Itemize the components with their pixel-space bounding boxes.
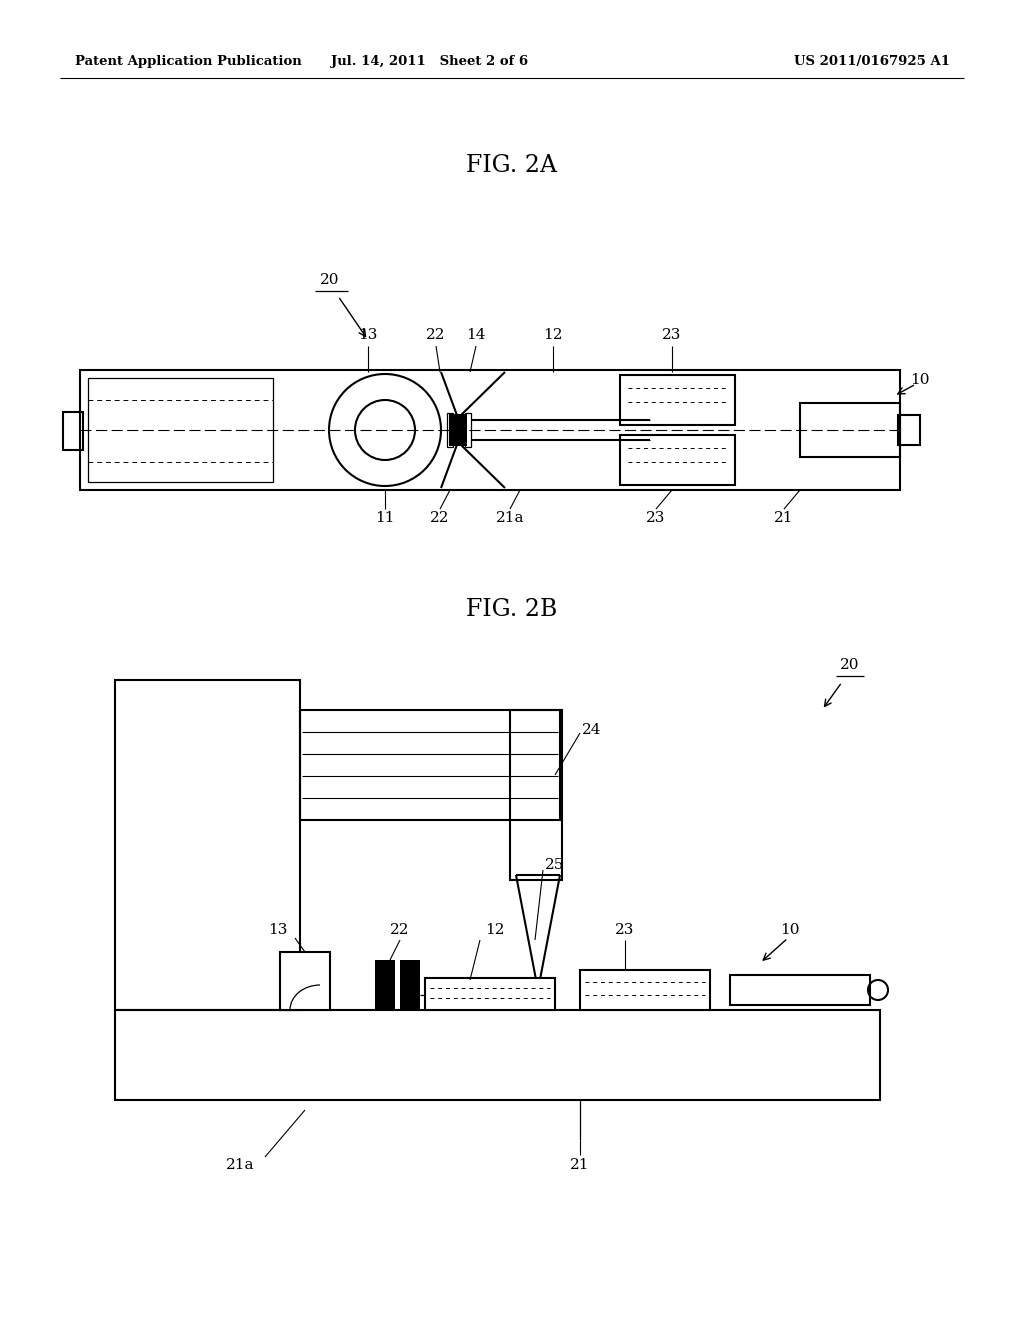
Text: 13: 13 (268, 923, 288, 937)
Text: 20: 20 (841, 657, 860, 672)
Text: FIG. 2A: FIG. 2A (467, 153, 557, 177)
Bar (465, 413, 471, 447)
Text: 21: 21 (570, 1158, 590, 1172)
Bar (800, 403, 900, 457)
Text: 22: 22 (390, 923, 410, 937)
Text: 23: 23 (615, 923, 635, 937)
Bar (63, 412, 83, 450)
Text: 25: 25 (545, 858, 564, 873)
Bar (447, 413, 453, 447)
Text: 12: 12 (485, 923, 505, 937)
Text: 10: 10 (780, 923, 800, 937)
Bar (115, 680, 300, 1010)
Bar (510, 710, 562, 880)
Text: 21a: 21a (496, 511, 524, 525)
Bar (620, 436, 735, 484)
Bar (449, 414, 467, 446)
Text: 22: 22 (430, 511, 450, 525)
Bar (375, 960, 395, 1010)
Bar (898, 414, 920, 445)
Text: 20: 20 (321, 273, 340, 286)
Text: 12: 12 (544, 327, 563, 342)
Text: 24: 24 (582, 723, 601, 737)
Text: 10: 10 (910, 374, 930, 387)
Text: 13: 13 (358, 327, 378, 342)
Text: 21: 21 (774, 511, 794, 525)
Bar (425, 978, 555, 1010)
Bar (80, 370, 900, 490)
Text: 14: 14 (466, 327, 485, 342)
Bar (88, 378, 273, 482)
Text: 23: 23 (663, 327, 682, 342)
Bar (730, 975, 870, 1005)
Bar (620, 375, 735, 425)
Text: US 2011/0167925 A1: US 2011/0167925 A1 (794, 55, 950, 69)
Bar (115, 1010, 880, 1100)
Text: Jul. 14, 2011   Sheet 2 of 6: Jul. 14, 2011 Sheet 2 of 6 (332, 55, 528, 69)
Bar (400, 960, 420, 1010)
Text: 23: 23 (646, 511, 666, 525)
Bar (300, 710, 560, 820)
Text: 21a: 21a (225, 1158, 254, 1172)
Bar (280, 952, 330, 1010)
Text: 22: 22 (426, 327, 445, 342)
Text: 11: 11 (375, 511, 394, 525)
Text: FIG. 2B: FIG. 2B (466, 598, 558, 622)
Bar (580, 970, 710, 1010)
Text: Patent Application Publication: Patent Application Publication (75, 55, 302, 69)
